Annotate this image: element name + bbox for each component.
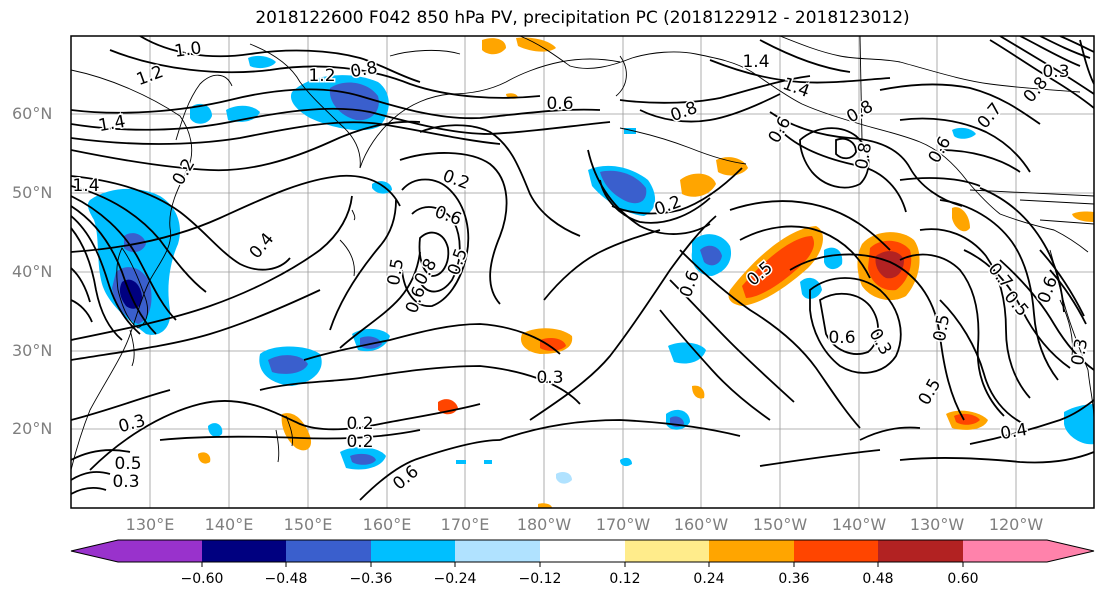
contour-label: 0.5 <box>915 375 946 408</box>
contour-label: 0.3 <box>865 325 896 358</box>
lat-label-40n: 40°N <box>12 262 53 281</box>
contour-label: 0.3 <box>536 368 563 388</box>
colorbar-segment <box>371 540 455 562</box>
lon-label-170e: 170°E <box>440 515 490 534</box>
lon-label-130w: 130°W <box>909 515 965 534</box>
colorbar-segment <box>625 540 709 562</box>
contour-label: 0.4 <box>999 420 1029 444</box>
lon-label-140e: 140°E <box>204 515 254 534</box>
lon-label-150w: 150°W <box>752 515 808 534</box>
colorbar-segment <box>794 540 878 562</box>
lat-label-60n: 60°N <box>12 104 53 123</box>
contour-label: 0.6 <box>389 462 423 495</box>
contour-label: 0.3 <box>116 411 147 437</box>
contour-label: 1.4 <box>72 176 99 196</box>
contour-label: 1.0 <box>173 38 203 62</box>
contour-label: 1.4 <box>742 52 769 72</box>
colorbar-tick-label: −0.36 <box>349 571 393 587</box>
colorbar-tick-label: −0.24 <box>433 571 477 587</box>
colorbar-tick-label: 0.24 <box>693 571 725 587</box>
colorbar-segment <box>709 540 794 562</box>
lat-label-50n: 50°N <box>12 183 53 202</box>
contour-label: 0.6 <box>676 268 704 300</box>
lon-label-130e: 130°E <box>125 515 175 534</box>
lon-label-160e: 160°E <box>362 515 412 534</box>
colorbar-segment <box>963 540 1094 562</box>
contour-label: 0.6 <box>925 133 956 166</box>
colorbar-segment <box>202 540 286 562</box>
map-frame <box>70 35 1095 509</box>
contour-label: 1.2 <box>308 66 335 86</box>
contour-label: 0.3 <box>112 472 139 492</box>
colorbar-segment <box>286 540 371 562</box>
colorbar <box>70 539 1095 567</box>
lat-label-20n: 20°N <box>12 419 53 438</box>
colorbar-tick-label: 0.48 <box>862 571 894 587</box>
lon-label-120w: 120°W <box>988 515 1044 534</box>
colorbar-tick-label: −0.48 <box>264 571 308 587</box>
contour-label: 0.6 <box>765 113 796 146</box>
contour-label: 0.8 <box>411 255 442 288</box>
lon-label-180w: 180°W <box>516 515 572 534</box>
colorbar-tick-label: −0.12 <box>518 571 562 587</box>
lon-label-170w: 170°W <box>595 515 651 534</box>
lon-label-150e: 150°E <box>283 515 333 534</box>
contour-label: 0.5 <box>384 257 408 287</box>
lon-label-160w: 160°W <box>673 515 729 534</box>
pv-contours <box>71 36 1094 501</box>
colorbar-segment <box>71 540 202 562</box>
contour-label: 0.8 <box>852 141 876 171</box>
contour-label: 0.2 <box>169 155 200 188</box>
contour-label: 0.3 <box>1042 62 1069 82</box>
contour-label: 0.4 <box>246 229 279 263</box>
lat-label-30n: 30°N <box>12 341 53 360</box>
colorbar-tick-label: −0.60 <box>180 571 224 587</box>
colorbar-segment <box>540 540 625 562</box>
colorbar-tick-label: 0.12 <box>609 571 641 587</box>
contour-label: 0.5 <box>1000 287 1033 321</box>
contour-label: 0.2 <box>440 166 472 194</box>
contour-label: 0.7 <box>974 99 1007 133</box>
colorbar-segment <box>878 540 963 562</box>
colorbar-tick-label: 0.36 <box>778 571 810 587</box>
contour-label: 0.8 <box>843 97 876 128</box>
lon-label-140w: 140°W <box>831 515 887 534</box>
map-title: 2018122600 F042 850 hPa PV, precipitatio… <box>255 8 910 28</box>
graticule <box>71 36 1094 508</box>
contour-label: 0.6 <box>432 202 464 230</box>
precipitation-shading <box>87 37 1094 508</box>
contour-label: 0.2 <box>652 192 684 220</box>
contour-label: 1.4 <box>97 112 127 136</box>
contour-label: 1.2 <box>134 62 166 90</box>
contour-label: 0.2 <box>346 414 373 434</box>
contour-label: 0.8 <box>349 58 379 82</box>
contour-label: 0.3 <box>1068 337 1092 367</box>
contour-label: 0.5 <box>114 454 141 474</box>
contour-label: 1.4 <box>780 74 812 102</box>
contour-label: 0.6 <box>828 328 855 348</box>
contour-labels: 1.01.2 0.81.41.21.40.81.41.40.30.80.6 0.80… <box>71 37 1094 496</box>
contour-label: 0.5 <box>930 313 954 343</box>
coastlines <box>71 36 1094 471</box>
colorbar-outline <box>70 539 1095 563</box>
contour-label: 0.6 <box>546 94 573 114</box>
colorbar-segment <box>455 540 540 562</box>
colorbar-tick-label: 0.60 <box>947 571 979 587</box>
contour-label: 0.2 <box>346 432 373 452</box>
